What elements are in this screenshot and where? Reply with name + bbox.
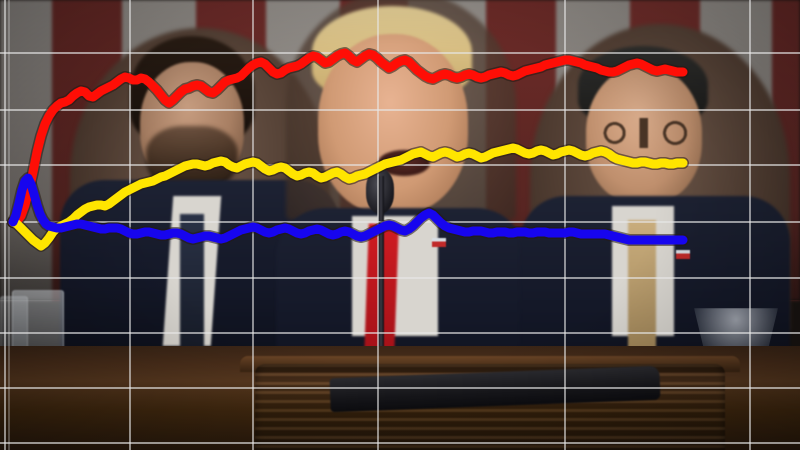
blue-series-line [8, 173, 688, 245]
flag-pin-right [676, 250, 690, 259]
yellow-series-line [8, 143, 688, 251]
microphone-stem [378, 176, 384, 366]
chart-series-group [7, 47, 689, 252]
flag-pin-center [432, 238, 446, 247]
red-series-line [8, 48, 688, 227]
glasses-right [590, 118, 702, 148]
